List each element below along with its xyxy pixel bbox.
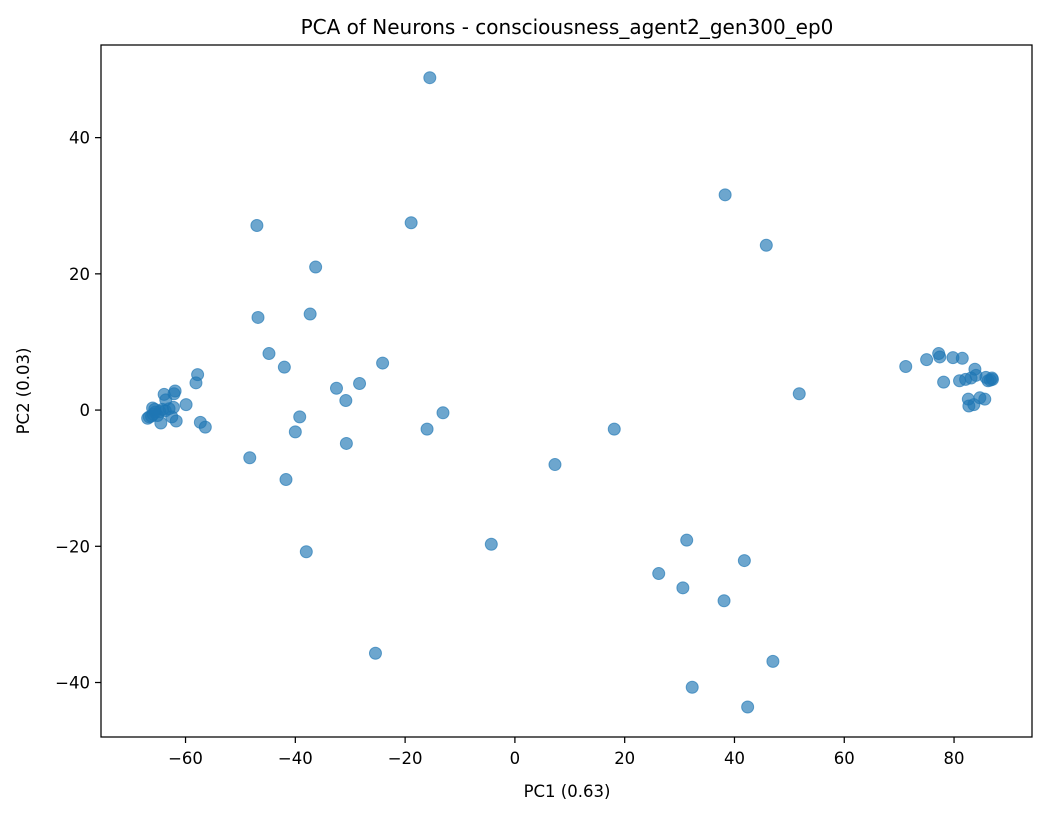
x-tick-label: 80 [944,749,965,768]
data-point [718,188,732,202]
data-point [920,353,934,367]
data-point [191,368,205,382]
x-tick-label: 20 [614,749,635,768]
data-point [680,533,694,547]
data-point [420,422,434,436]
x-tick-label: −20 [388,749,423,768]
data-point [168,384,182,398]
data-point [404,216,418,230]
data-point [339,394,353,408]
data-point [685,680,699,694]
data-point [368,646,382,660]
data-point [937,375,951,389]
data-point [166,400,180,414]
data-point [179,398,193,412]
data-point [277,360,291,374]
data-point [198,420,212,434]
data-point [676,581,690,595]
x-axis-label: PC1 (0.63) [524,782,611,801]
data-point [376,356,390,370]
y-axis-label: PC2 (0.03) [14,348,33,435]
chart-title: PCA of Neurons - consciousness_agent2_ge… [301,15,834,39]
y-axis-ticks: −40 −20 0 20 40 [55,129,101,693]
data-point [154,416,168,430]
y-tick-label: 20 [69,265,90,284]
data-point [484,537,498,551]
y-tick-label: −20 [55,537,90,556]
y-tick-label: 40 [69,129,90,148]
data-point [243,451,257,465]
data-point [250,218,264,232]
data-point [759,238,773,252]
data-point [607,422,621,436]
data-point [299,545,313,559]
data-point [293,410,307,424]
data-point [717,594,731,608]
data-point [169,414,183,428]
data-point [436,406,450,420]
data-point [262,347,276,361]
data-point [766,654,780,668]
data-point [737,554,751,568]
data-point [985,372,999,386]
data-point [933,350,947,364]
data-point [279,473,293,487]
y-tick-label: −40 [55,674,90,693]
data-point [955,351,969,365]
data-point [288,425,302,439]
plot-area-frame [100,44,1033,738]
y-tick-label: 0 [80,401,91,420]
data-point [741,700,755,714]
x-tick-label: 0 [510,749,521,768]
data-point [652,567,666,581]
x-tick-label: 40 [724,749,745,768]
data-point [309,260,323,274]
x-tick-label: −40 [278,749,313,768]
data-point [792,387,806,401]
data-point [251,310,265,324]
x-tick-label: 60 [834,749,855,768]
data-points [141,71,999,714]
x-axis-ticks: −60 −40 −20 0 20 40 60 80 [168,737,965,768]
data-point [353,377,367,391]
data-point [339,436,353,450]
data-point [899,359,913,373]
data-point [148,402,162,416]
data-point [978,392,992,406]
x-tick-label: −60 [168,749,203,768]
data-point [548,458,562,472]
data-point [329,381,343,395]
data-point [423,71,437,85]
data-point [303,307,317,321]
